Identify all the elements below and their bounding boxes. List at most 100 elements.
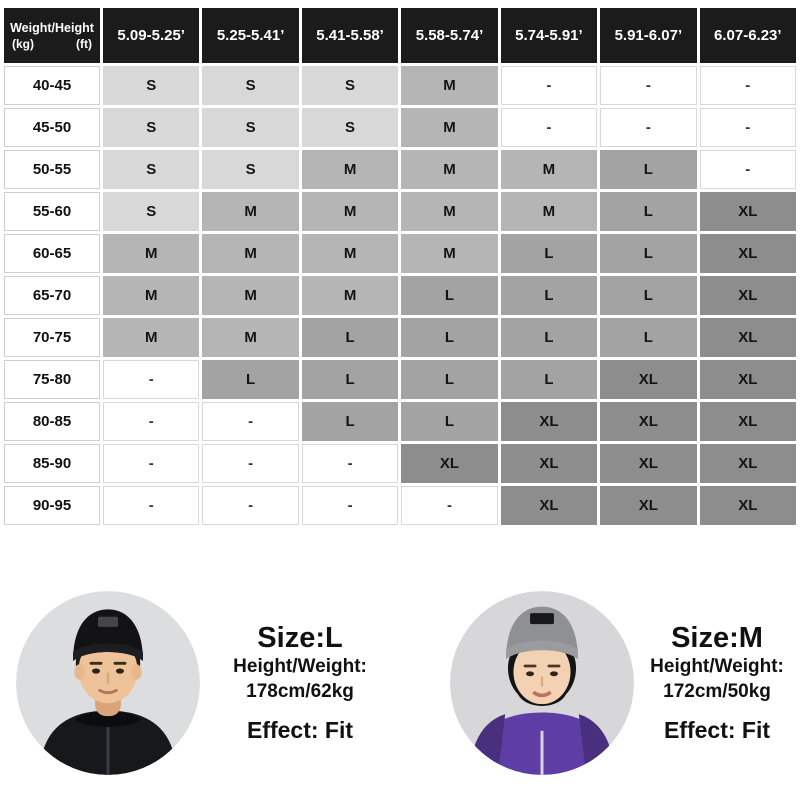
size-cell: M: [500, 192, 598, 231]
male-hw-value: 178cm/62kg: [246, 681, 354, 703]
size-cell: L: [600, 192, 697, 231]
size-cell: M: [202, 318, 299, 357]
size-cell: -: [500, 108, 598, 147]
size-cell: L: [600, 318, 697, 357]
size-cell: M: [401, 234, 498, 273]
size-cell: L: [301, 318, 399, 357]
column-header: 5.09-5.25’: [103, 8, 200, 63]
size-cell: XL: [600, 360, 697, 399]
female-size-label: Size:M: [671, 622, 763, 655]
size-cell: -: [301, 444, 399, 483]
female-hw-label: Height/Weight:: [650, 656, 784, 678]
corner-kg-label: (kg): [12, 36, 34, 51]
size-cell: L: [500, 234, 598, 273]
size-cell: M: [401, 150, 498, 189]
corner-units: (kg) (ft): [9, 37, 95, 51]
female-hw-value: 172cm/50kg: [663, 681, 771, 703]
male-effect-label: Effect: Fit: [246, 716, 354, 743]
size-cell: S: [103, 150, 200, 189]
male-size-label: Size:L: [257, 622, 343, 655]
size-cell: S: [202, 150, 299, 189]
female-model-info: Size:M Height/Weight: 172cm/50kg Effect:…: [634, 622, 800, 744]
size-cell: -: [202, 486, 299, 525]
size-cell: -: [600, 66, 697, 105]
size-cell: M: [500, 150, 598, 189]
male-model-info: Size:L Height/Weight: 178cm/62kg Effect:…: [200, 622, 400, 744]
size-cell: L: [401, 318, 498, 357]
size-cell: M: [103, 234, 200, 273]
size-cell: XL: [600, 486, 697, 525]
column-header: 5.25-5.41’: [202, 8, 299, 63]
size-cell: XL: [699, 318, 796, 357]
size-cell: -: [301, 486, 399, 525]
size-cell: XL: [699, 276, 796, 315]
size-cell: L: [401, 360, 498, 399]
size-cell: -: [401, 486, 498, 525]
size-cell: XL: [500, 402, 598, 441]
size-cell: M: [301, 276, 399, 315]
size-cell: M: [301, 150, 399, 189]
size-cell: M: [401, 108, 498, 147]
column-header: 5.58-5.74’: [401, 8, 498, 63]
size-cell: XL: [699, 444, 796, 483]
size-cell: M: [202, 234, 299, 273]
weight-row-label: 55-60: [4, 192, 100, 231]
weight-row-label: 80-85: [4, 402, 100, 441]
size-cell: M: [401, 192, 498, 231]
size-cell: -: [699, 108, 796, 147]
size-cell: -: [202, 444, 299, 483]
column-header: 5.74-5.91’: [500, 8, 598, 63]
size-cell: XL: [500, 486, 598, 525]
corner-title: Weight/Height: [10, 20, 94, 35]
female-effect-label: Effect: Fit: [663, 716, 771, 743]
size-cell: S: [103, 108, 200, 147]
male-model-avatar-icon: [16, 591, 200, 775]
weight-row-label: 90-95: [4, 486, 100, 525]
size-cell: -: [202, 402, 299, 441]
size-cell: L: [301, 402, 399, 441]
size-cell: XL: [500, 444, 598, 483]
size-cell: L: [500, 318, 598, 357]
size-cell: M: [401, 66, 498, 105]
size-cell: XL: [699, 360, 796, 399]
size-cell: -: [500, 66, 598, 105]
size-cell: S: [103, 66, 200, 105]
weight-row-label: 45-50: [4, 108, 100, 147]
male-model-photo: [16, 591, 200, 775]
size-cell: L: [401, 402, 498, 441]
size-cell: -: [103, 444, 200, 483]
size-chart-table: Weight/Height (kg) (ft) 5.09-5.25’ 5.25-5…: [4, 8, 796, 525]
size-cell: S: [301, 66, 399, 105]
size-cell: L: [600, 276, 697, 315]
size-cell: XL: [600, 402, 697, 441]
weight-row-label: 60-65: [4, 234, 100, 273]
size-cell: -: [103, 402, 200, 441]
size-cell: XL: [699, 402, 796, 441]
model-example-male: Size:L Height/Weight: 178cm/62kg Effect:…: [0, 591, 400, 775]
size-cell: -: [699, 150, 796, 189]
weight-row-label: 50-55: [4, 150, 100, 189]
size-cell: XL: [401, 444, 498, 483]
size-cell: XL: [699, 486, 796, 525]
size-cell: M: [202, 192, 299, 231]
column-header: 5.91-6.07’: [600, 8, 697, 63]
column-header: 5.41-5.58’: [301, 8, 399, 63]
size-cell: S: [202, 66, 299, 105]
weight-row-label: 65-70: [4, 276, 100, 315]
size-cell: M: [103, 318, 200, 357]
weight-row-label: 70-75: [4, 318, 100, 357]
size-cell: M: [202, 276, 299, 315]
size-cell: M: [103, 276, 200, 315]
size-cell: S: [202, 108, 299, 147]
size-cell: -: [103, 486, 200, 525]
female-model-photo: [450, 591, 634, 775]
corner-header-cell: Weight/Height (kg) (ft): [4, 8, 100, 63]
corner-ft-label: (ft): [76, 36, 92, 51]
size-cell: S: [103, 192, 200, 231]
size-cell: L: [600, 234, 697, 273]
size-cell: L: [600, 150, 697, 189]
weight-row-label: 75-80: [4, 360, 100, 399]
model-examples-section: Size:L Height/Weight: 178cm/62kg Effect:…: [0, 591, 800, 775]
size-cell: S: [301, 108, 399, 147]
size-cell: XL: [699, 192, 796, 231]
